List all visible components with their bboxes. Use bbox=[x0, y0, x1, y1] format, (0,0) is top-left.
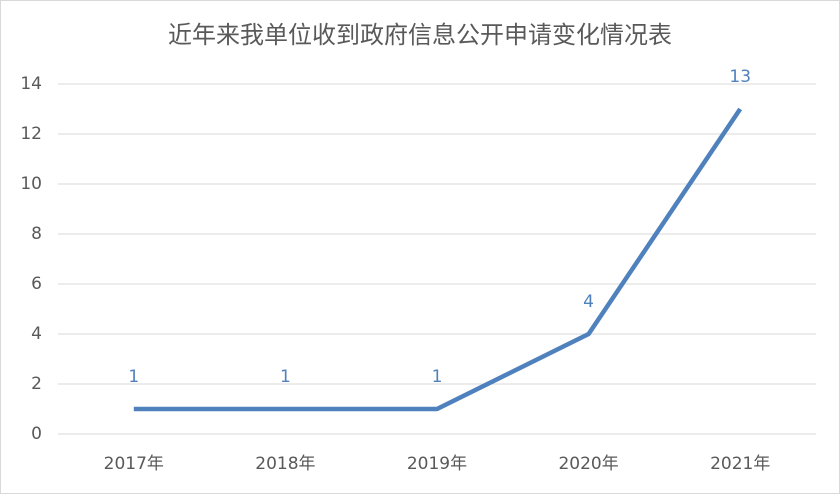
y-tick-label: 0 bbox=[31, 424, 42, 444]
x-tick-label: 2019年 bbox=[407, 454, 467, 474]
y-tick-label: 14 bbox=[20, 74, 42, 94]
data-label: 1 bbox=[280, 367, 291, 387]
data-label: 13 bbox=[729, 67, 751, 87]
data-label: 4 bbox=[583, 292, 594, 312]
data-line bbox=[133, 107, 743, 412]
x-tick-label: 2021年 bbox=[710, 454, 770, 474]
y-tick-label: 8 bbox=[31, 224, 42, 244]
y-tick-label: 6 bbox=[31, 274, 42, 294]
y-tick-label: 10 bbox=[20, 174, 42, 194]
chart-title: 近年来我单位收到政府信息公开申请变化情况表 bbox=[168, 21, 672, 49]
x-tick-label: 2020年 bbox=[558, 454, 618, 474]
y-tick-label: 4 bbox=[31, 324, 42, 344]
x-tick-label: 2018年 bbox=[255, 454, 315, 474]
data-label: 1 bbox=[128, 367, 139, 387]
y-tick-label: 12 bbox=[20, 124, 42, 144]
y-tick-label: 2 bbox=[31, 374, 42, 394]
data-label: 1 bbox=[432, 367, 443, 387]
x-tick-label: 2017年 bbox=[104, 454, 164, 474]
